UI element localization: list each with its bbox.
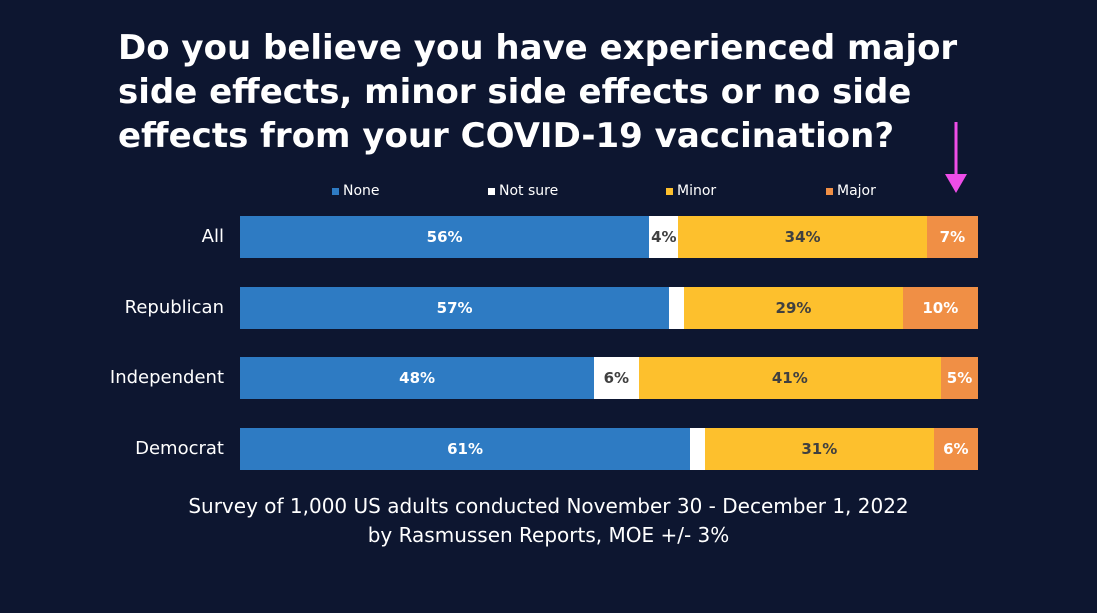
category-label: Independent: [109, 367, 224, 388]
bar-segment-none: 61%: [240, 427, 691, 470]
chart-title: Do you believe you have experienced majo…: [118, 28, 958, 156]
category-label: Republican: [124, 296, 224, 318]
legend-label: Minor: [677, 183, 717, 199]
bar-segment-none: 48%: [240, 357, 595, 399]
bar-segment-major: 10%: [902, 286, 978, 329]
bar-segment-not-sure: [669, 286, 685, 329]
category-label: Democrat: [135, 437, 224, 459]
legend-label: Major: [837, 183, 876, 199]
legend-label: None: [343, 183, 380, 199]
category-label: All: [201, 226, 224, 247]
legend-swatch: [488, 187, 495, 195]
bar-segment-not-sure: 4%: [649, 216, 679, 258]
stacked-bar-democrat: 61% 31% 6%: [240, 427, 978, 470]
bar-segment-none: 56%: [240, 216, 650, 258]
bar-segment-minor: 34%: [678, 216, 927, 258]
bar-segment-major: 5%: [941, 357, 978, 399]
legend-swatch: [666, 187, 673, 195]
bar-segment-major: 7%: [926, 216, 978, 258]
legend-item-major: Major: [826, 180, 876, 202]
footer-line-2: by Rasmussen Reports, MOE +/- 3%: [367, 523, 730, 547]
legend-item-minor: Minor: [666, 180, 716, 202]
legend-swatch: [826, 187, 833, 195]
stacked-bar-independent: 48% 6% 41% 5%: [240, 357, 978, 399]
bar-segment-not-sure: 6%: [594, 357, 639, 399]
down-arrow-icon: [945, 122, 967, 193]
legend-item-not-sure: Not sure: [488, 180, 558, 202]
legend-item-none: None: [332, 180, 380, 202]
footer-line-1: Survey of 1,000 US adults conducted Nove…: [188, 494, 909, 518]
bar-segment-minor: 29%: [684, 286, 903, 329]
stacked-bar-all: 56% 4% 34% 7%: [240, 216, 978, 258]
bar-segment-not-sure: [690, 427, 705, 470]
bar-segment-minor: 41%: [638, 357, 942, 399]
bar-segment-none: 57%: [240, 286, 670, 329]
bar-segment-major: 6%: [933, 427, 978, 470]
stacked-bar-republican: 57% 29% 10%: [240, 286, 978, 329]
legend-swatch: [332, 187, 339, 195]
legend-label: Not sure: [499, 183, 559, 199]
legend: None Not sure Minor Major: [0, 180, 1097, 202]
bar-segment-minor: 31%: [704, 427, 934, 470]
